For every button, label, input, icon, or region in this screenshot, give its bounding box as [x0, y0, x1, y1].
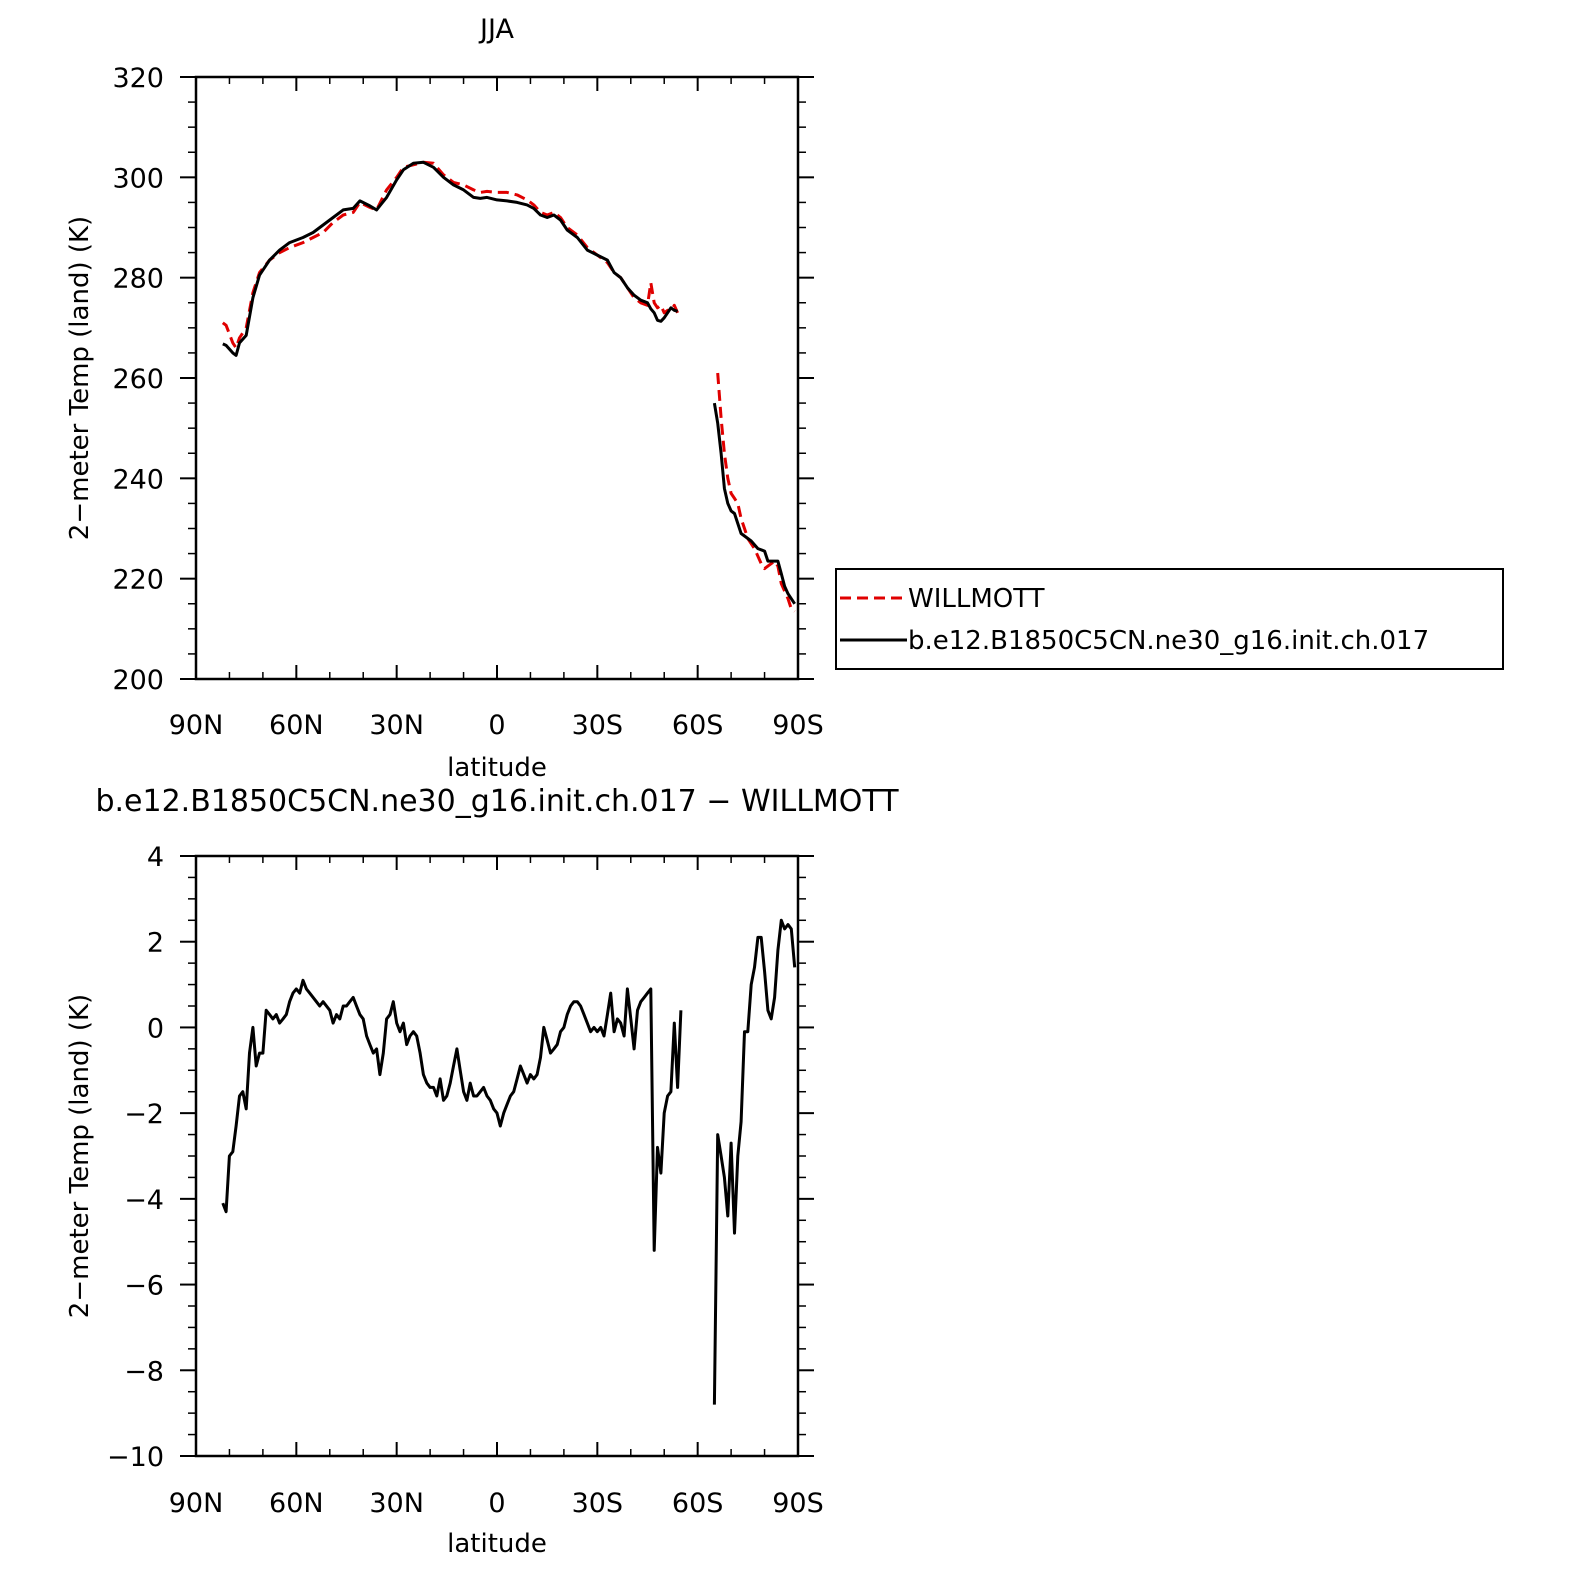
top-x-tick-label: 60S — [672, 710, 724, 741]
top-y-tick-label: 200 — [112, 665, 164, 696]
top-plot-frame — [194, 75, 800, 681]
bottom-series-difference-line-segment-2 — [712, 918, 797, 1405]
top-y-tick-label: 240 — [112, 464, 164, 495]
top-chart-title: JJA — [478, 14, 514, 45]
bottom-y-tick-label: −8 — [124, 1356, 164, 1387]
top-y-tick-label: 320 — [112, 63, 164, 94]
top-y-tick-label: 220 — [112, 565, 164, 596]
top-series-model-line-segment-2 — [712, 402, 796, 605]
top-y-tick-label: 280 — [112, 264, 164, 295]
top-x-axis-label: latitude — [447, 753, 547, 783]
bottom-y-tick-label: −10 — [107, 1442, 164, 1473]
bottom-chart-title: b.e12.B1850C5CN.ne30_g16.init.ch.017 − W… — [95, 784, 899, 819]
top-y-axis-label: 2−meter Temp (land) (K) — [65, 216, 95, 540]
top-x-tick-label: 0 — [488, 710, 505, 741]
top-x-tick-label: 30S — [572, 710, 624, 741]
bottom-x-tick-label: 60S — [672, 1488, 724, 1519]
top-panel: JJA 200 220 240 260 280 300 320 90N 60N 30N 0 30S 6… — [65, 14, 1504, 783]
top-x-tick-label: 30N — [369, 710, 424, 741]
bottom-y-tick-label: −2 — [124, 1099, 164, 1130]
legend-label-willmott: WILLMOTT — [908, 584, 1045, 614]
bottom-y-tick-labels: −10 −8 −6 −4 −2 0 2 4 — [107, 842, 164, 1473]
top-axis-ticks — [180, 76, 814, 680]
bottom-y-tick-label: 2 — [147, 928, 164, 959]
legend-label-model: b.e12.B1850C5CN.ne30_g16.init.ch.017 — [908, 626, 1429, 656]
bottom-x-axis-label: latitude — [447, 1529, 547, 1559]
top-x-tick-label: 90N — [169, 710, 224, 741]
bottom-series-difference-line-segment-1 — [221, 978, 683, 1252]
bottom-x-tick-label: 30N — [369, 1488, 424, 1519]
bottom-y-tick-label: −4 — [124, 1185, 164, 1216]
top-series-willmott-line-segment-1 — [221, 160, 679, 350]
top-x-tick-labels: 90N 60N 30N 0 30S 60S 90S — [169, 710, 824, 741]
bottom-y-tick-label: 0 — [147, 1013, 164, 1044]
bottom-x-tick-label: 90S — [772, 1488, 824, 1519]
top-series-willmott-line-segment-2 — [716, 372, 796, 613]
top-series-model-line-segment-1 — [222, 160, 679, 357]
legend: WILLMOTT b.e12.B1850C5CN.ne30_g16.init.c… — [835, 568, 1504, 670]
bottom-plot-frame — [194, 854, 800, 1458]
bottom-plot-lines — [221, 918, 797, 1405]
bottom-y-tick-label: −6 — [124, 1271, 164, 1302]
bottom-axis-ticks — [180, 855, 814, 1457]
top-y-tick-label: 300 — [112, 163, 164, 194]
legend-box — [835, 568, 1504, 670]
bottom-x-tick-label: 30S — [572, 1488, 624, 1519]
top-x-tick-label: 90S — [772, 710, 824, 741]
top-y-tick-label: 260 — [112, 364, 164, 395]
bottom-x-tick-label: 90N — [169, 1488, 224, 1519]
bottom-y-tick-label: 4 — [147, 842, 164, 873]
bottom-y-axis-label: 2−meter Temp (land) (K) — [65, 994, 95, 1318]
top-plot-lines — [221, 160, 796, 613]
bottom-x-tick-labels: 90N 60N 30N 0 30S 60S 90S — [169, 1488, 824, 1519]
bottom-panel: b.e12.B1850C5CN.ne30_g16.init.ch.017 − W… — [65, 784, 899, 1559]
bottom-x-tick-label: 60N — [269, 1488, 324, 1519]
bottom-x-tick-label: 0 — [488, 1488, 505, 1519]
top-x-tick-label: 60N — [269, 710, 324, 741]
top-y-tick-labels: 200 220 240 260 280 300 320 — [112, 63, 164, 696]
